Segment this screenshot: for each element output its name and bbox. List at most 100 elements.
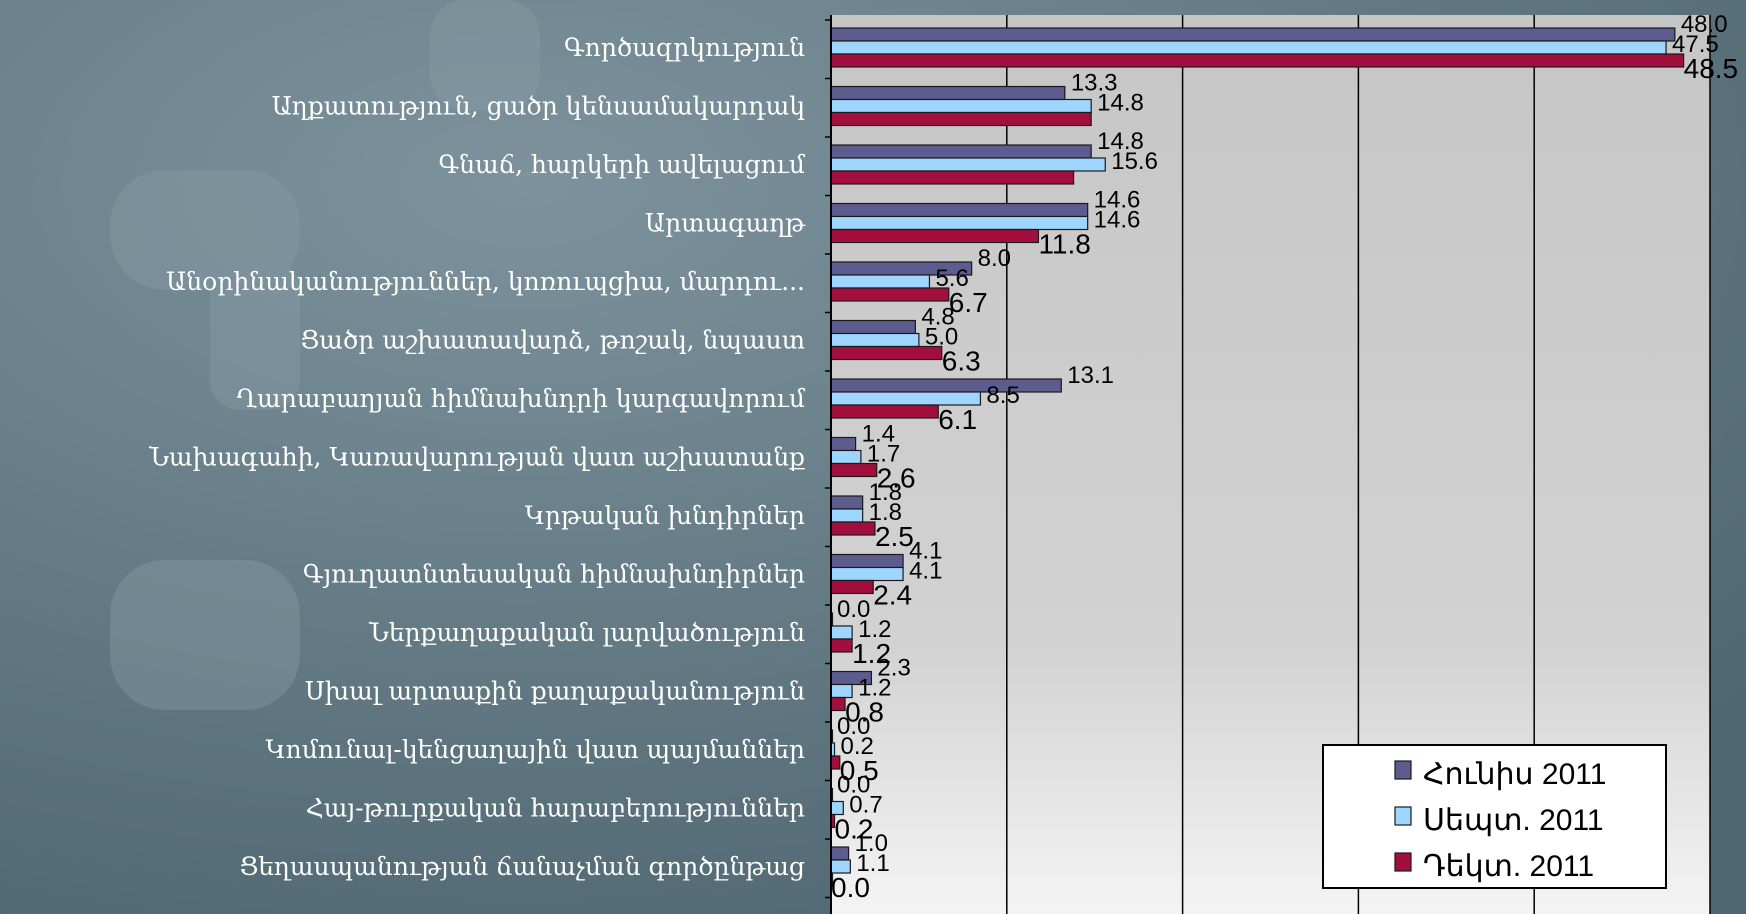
data-label: 5.0 xyxy=(925,324,958,351)
data-label: 1.4 xyxy=(862,421,895,448)
data-label: 2.6 xyxy=(877,463,916,494)
data-label: 14.6 xyxy=(1094,207,1141,234)
category-label: Գործազրկություն xyxy=(564,33,805,62)
bar xyxy=(830,170,1075,185)
legend-swatch xyxy=(1394,760,1412,780)
bar xyxy=(830,144,1092,159)
data-label: 4.1 xyxy=(909,538,942,565)
category-label: Աղքատություն, ցածր կենսամակարդակ xyxy=(272,92,805,121)
data-label: 1.1 xyxy=(856,850,889,877)
legend-entry: Սեպտ. 2011 xyxy=(1423,804,1604,837)
data-label: 48.5 xyxy=(1684,53,1739,84)
category-label: Կոմունալ-կենցաղային վատ պայմաններ xyxy=(265,735,805,764)
category-label: Գյուղատնտեսական հիմնախնդիրներ xyxy=(303,560,805,589)
bar xyxy=(830,449,862,465)
category-label: Արտագաղթ xyxy=(645,209,806,238)
data-label: 13.3 xyxy=(1071,70,1118,97)
data-label: 15.6 xyxy=(1111,148,1158,175)
data-label: 1.0 xyxy=(855,830,888,857)
data-label: 2.3 xyxy=(877,655,910,682)
category-label: Ցեղասպանության ճանաչման գործընթաց xyxy=(240,852,805,881)
bar xyxy=(830,696,846,712)
category-label: Գնաճ, հարկերի ավելացում xyxy=(439,150,806,179)
bar xyxy=(830,755,841,770)
bar xyxy=(830,638,853,653)
category-label: Ցածր աշխատավարձ, թոշակ, նպաստ xyxy=(300,326,805,355)
bar xyxy=(830,553,904,569)
data-label: 48.0 xyxy=(1681,11,1728,38)
bars xyxy=(830,27,1685,887)
bar xyxy=(830,846,850,861)
data-label: 1.2 xyxy=(858,675,891,702)
data-label: 2.4 xyxy=(873,580,912,611)
data-label: 4.8 xyxy=(921,304,954,331)
y-axis xyxy=(825,15,832,914)
bar xyxy=(830,111,1092,127)
category-label: Ղարաբաղյան հիմնախնդրի կարգավորում xyxy=(236,384,806,413)
data-label: 0.8 xyxy=(845,697,884,728)
data-label: 1.8 xyxy=(869,499,902,526)
bar xyxy=(830,508,864,523)
legend-swatch xyxy=(1394,852,1412,872)
bar xyxy=(830,202,1089,218)
data-label: 13.1 xyxy=(1067,362,1114,389)
data-label: 0.5 xyxy=(840,755,879,786)
bar xyxy=(830,625,853,640)
legend-box xyxy=(1322,744,1667,889)
data-label: 47.5 xyxy=(1672,31,1719,58)
bar xyxy=(830,53,1685,68)
category-label: Հայ-թուրքական հարաբերություններ xyxy=(306,794,805,823)
data-label: 0.0 xyxy=(831,872,870,903)
data-label: 0.7 xyxy=(849,792,882,819)
bar xyxy=(830,98,1092,114)
data-label: 2.5 xyxy=(875,521,914,552)
data-label: 6.3 xyxy=(942,346,981,377)
category-label: Կրթական խնդիրներ xyxy=(525,501,805,530)
bar xyxy=(830,27,1676,42)
bar xyxy=(830,274,931,289)
data-label: 6.1 xyxy=(938,404,977,435)
category-label: Անօրինականություններ, կոռուպցիա, մարդու.… xyxy=(166,267,805,296)
bar xyxy=(830,404,939,419)
data-label: 8.0 xyxy=(978,245,1011,272)
bar xyxy=(830,228,1040,244)
bar xyxy=(830,85,1066,101)
bar xyxy=(830,332,920,348)
data-label: 4.1 xyxy=(909,558,942,585)
data-label: 1.8 xyxy=(869,479,902,506)
data-label: 8.5 xyxy=(986,382,1019,409)
bar xyxy=(830,287,950,302)
data-label: 0.2 xyxy=(835,814,874,845)
value-labels: 48.047.548.513.314.814.815.614.614.611.8… xyxy=(831,11,1738,903)
data-label: 1.7 xyxy=(867,441,900,468)
data-label: 5.6 xyxy=(935,265,968,292)
legend-swatch xyxy=(1394,806,1412,826)
data-label: 1.2 xyxy=(858,616,891,643)
bar xyxy=(830,378,1062,393)
data-label: 1.2 xyxy=(852,638,891,669)
category-label: Ներքաղաքական լարվածություն xyxy=(368,618,805,647)
data-label: 14.8 xyxy=(1097,128,1144,155)
bar xyxy=(830,40,1667,55)
bar xyxy=(830,157,1106,172)
bar xyxy=(830,495,864,510)
legend-entry: Հունիս 2011 xyxy=(1423,758,1606,791)
data-label: 11.8 xyxy=(1038,229,1090,260)
background-decor xyxy=(110,0,540,710)
legend: Հունիս 2011 Սեպտ. 2011 Դեկտ. 2011 xyxy=(1322,744,1667,889)
data-label: 14.8 xyxy=(1097,90,1144,117)
data-label: 0.0 xyxy=(837,772,870,799)
data-label: 0.2 xyxy=(841,733,874,760)
data-label: 6.7 xyxy=(949,287,988,318)
legend-entry: Դեկտ. 2011 xyxy=(1423,850,1594,883)
category-label: Նախագահի, Կառավարության վատ աշխատանք xyxy=(148,443,805,472)
data-label: 0.0 xyxy=(837,596,870,623)
bar xyxy=(830,436,857,452)
category-labels: Գործազրկություն Աղքատություն, ցածր կենսամ… xyxy=(148,33,806,881)
bar xyxy=(830,319,916,335)
bar xyxy=(830,579,874,595)
category-label: Սխալ արտաքին քաղաքականություն xyxy=(305,677,805,706)
data-label: 14.6 xyxy=(1094,187,1141,214)
data-label: 0.0 xyxy=(837,713,870,740)
